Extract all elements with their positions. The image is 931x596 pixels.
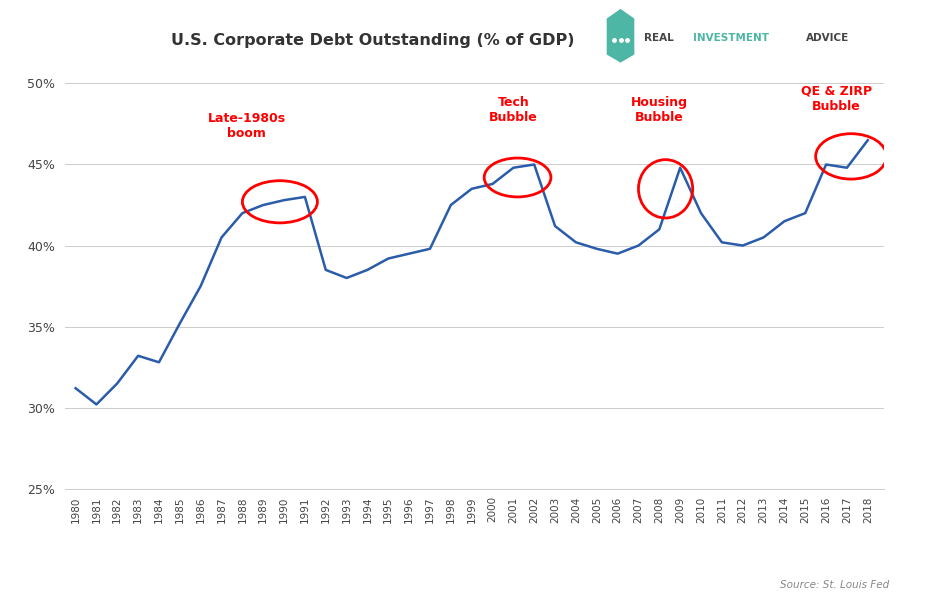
Polygon shape	[607, 9, 634, 63]
Text: U.S. Corporate Debt Outstanding (% of GDP): U.S. Corporate Debt Outstanding (% of GD…	[170, 33, 574, 48]
Text: ADVICE: ADVICE	[806, 33, 850, 44]
Text: Source: St. Louis Fed: Source: St. Louis Fed	[780, 580, 889, 590]
Text: Late-1980s
boom: Late-1980s boom	[208, 112, 286, 140]
Text: QE & ZIRP
Bubble: QE & ZIRP Bubble	[801, 85, 872, 113]
Text: REAL: REAL	[643, 33, 673, 44]
Text: Housing
Bubble: Housing Bubble	[631, 96, 688, 124]
Text: INVESTMENT: INVESTMENT	[693, 33, 769, 44]
Text: Tech
Bubble: Tech Bubble	[489, 96, 538, 124]
